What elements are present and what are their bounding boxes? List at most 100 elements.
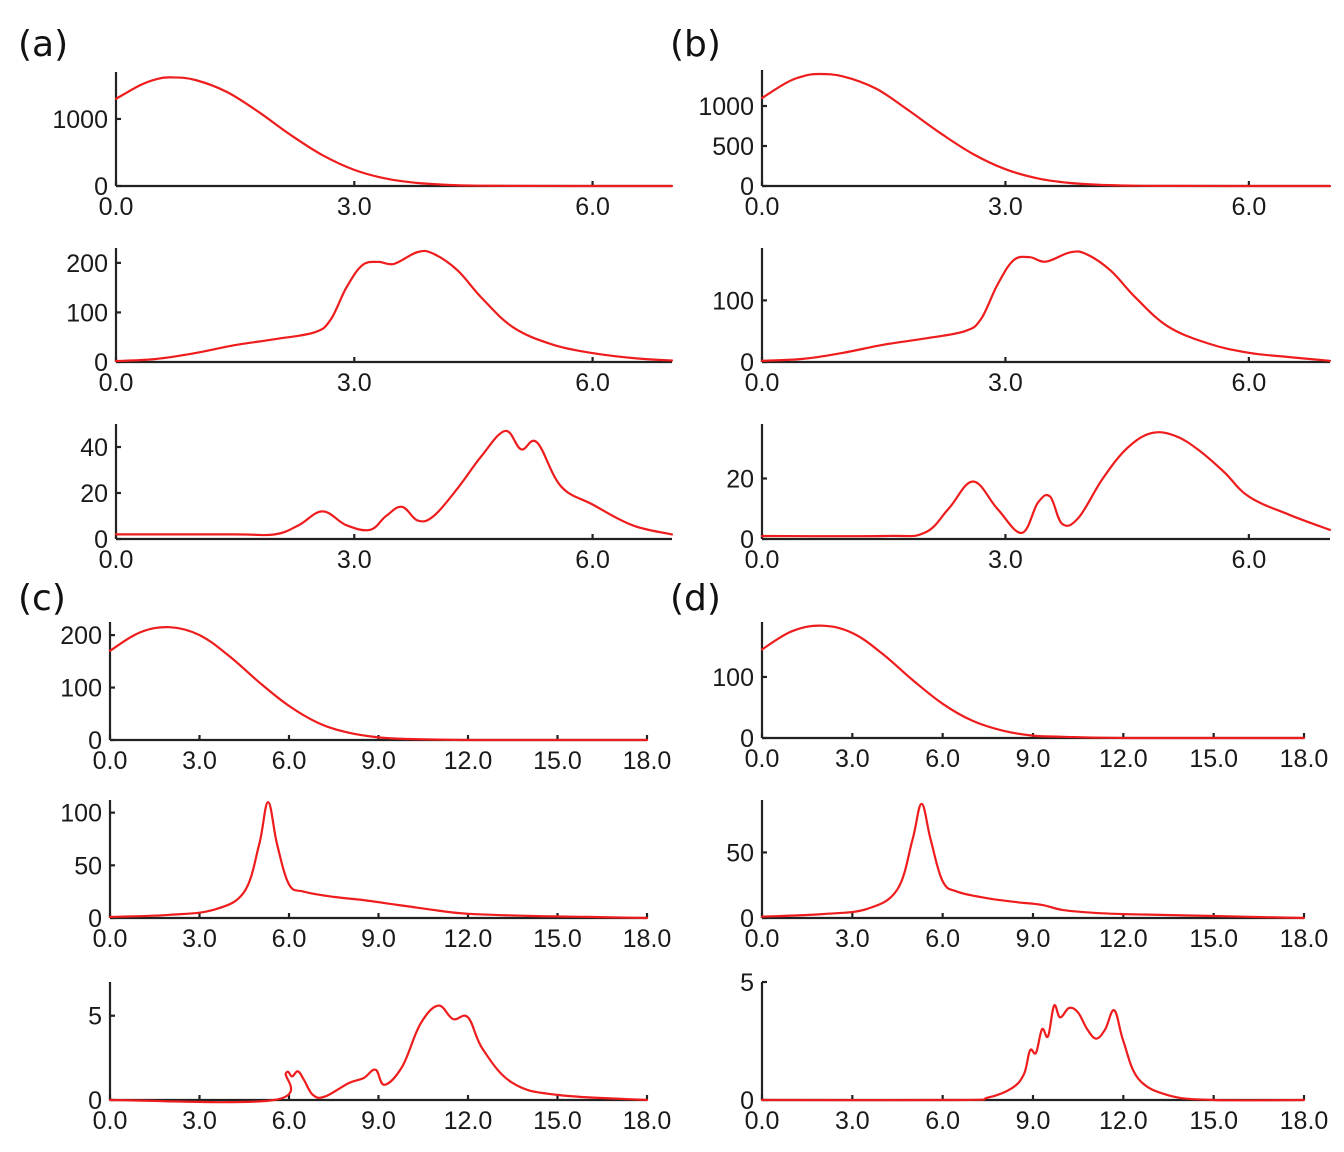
x-tick-label: 0.0 [99, 546, 134, 574]
x-tick-label: 6.0 [272, 1107, 307, 1135]
x-tick-label: 15.0 [533, 747, 582, 775]
x-tick-label: 6.0 [575, 369, 610, 397]
y-tick-label: 0 [94, 173, 108, 201]
x-tick-label: 3.0 [988, 546, 1023, 574]
x-tick-label: 3.0 [182, 925, 217, 953]
subplot-3: 0.0 3.0 6.0 0 20 40 [80, 424, 674, 574]
x-tick-label: 0.0 [745, 369, 780, 397]
series-line-1 [760, 431, 1332, 538]
y-tick-label: 100 [60, 800, 102, 828]
x-tick-label: 18.0 [1280, 1107, 1329, 1135]
x-tick-label: 3.0 [835, 1107, 870, 1135]
x-tick-label: 12.0 [1099, 925, 1148, 953]
y-tick-label: 0 [94, 526, 108, 554]
x-tick-label: 6.0 [925, 1107, 960, 1135]
series-line-1 [114, 429, 674, 537]
y-tick-label: 0 [88, 905, 102, 933]
x-tick-label: 3.0 [182, 747, 217, 775]
subplot-10: 0.0 3.0 6.0 9.0 12.0 15.0 18.0 0 100 [712, 622, 1328, 773]
series-line-1 [760, 250, 1332, 362]
y-tick-label: 0 [740, 905, 754, 933]
x-tick-label: 3.0 [337, 546, 372, 574]
y-tick-label: 1000 [698, 93, 754, 121]
subplot-7: 0.0 3.0 6.0 9.0 12.0 15.0 18.0 0 100 200 [60, 622, 671, 775]
y-tick-label: 40 [80, 434, 108, 462]
x-tick-label: 0.0 [745, 1107, 780, 1135]
y-tick-label: 5 [88, 1003, 102, 1031]
x-tick-label: 15.0 [1189, 745, 1238, 773]
x-tick-label: 12.0 [444, 747, 493, 775]
subplot-4: 0.0 3.0 6.0 0 500 1000 [698, 70, 1332, 221]
series-line-1 [760, 802, 1306, 920]
x-tick-label: 0.0 [93, 925, 128, 953]
x-tick-label: 18.0 [623, 1107, 672, 1135]
x-tick-label: 18.0 [1280, 925, 1329, 953]
x-tick-label: 12.0 [444, 1107, 493, 1135]
y-tick-label: 20 [726, 465, 754, 493]
x-tick-label: 18.0 [623, 747, 672, 775]
y-tick-label: 5 [740, 969, 754, 997]
series-line-1 [760, 1004, 1306, 1102]
x-tick-label: 0.0 [93, 747, 128, 775]
y-tick-label: 100 [60, 675, 102, 703]
x-tick-label: 15.0 [1189, 925, 1238, 953]
subplot-6: 0.0 3.0 6.0 0 20 [726, 424, 1332, 574]
series-line-1 [760, 72, 1332, 188]
x-tick-label: 3.0 [182, 1107, 217, 1135]
y-tick-label: 0 [94, 349, 108, 377]
subplot-2: 0.0 3.0 6.0 0 100 200 [66, 248, 674, 397]
y-tick-label: 100 [712, 287, 754, 315]
subplot-11: 0.0 3.0 6.0 9.0 12.0 15.0 18.0 0 50 [726, 800, 1328, 953]
x-tick-label: 6.0 [575, 193, 610, 221]
subplot-12: 0.0 3.0 6.0 9.0 12.0 15.0 18.0 0 5 [740, 969, 1328, 1135]
x-tick-label: 0.0 [745, 193, 780, 221]
x-tick-label: 3.0 [988, 193, 1023, 221]
x-tick-label: 0.0 [93, 1107, 128, 1135]
subplot-9: 0.0 3.0 6.0 9.0 12.0 15.0 18.0 0 5 [88, 982, 671, 1135]
series-line-1 [108, 801, 649, 920]
x-tick-label: 15.0 [533, 925, 582, 953]
x-tick-label: 0.0 [745, 745, 780, 773]
x-tick-label: 6.0 [925, 745, 960, 773]
y-tick-label: 500 [712, 133, 754, 161]
x-tick-label: 18.0 [623, 925, 672, 953]
x-tick-label: 18.0 [1280, 745, 1329, 773]
y-tick-label: 200 [66, 250, 108, 278]
x-tick-label: 0.0 [99, 369, 134, 397]
x-tick-label: 3.0 [337, 193, 372, 221]
x-tick-label: 9.0 [361, 925, 396, 953]
subplot-5: 0.0 3.0 6.0 0 100 [712, 248, 1332, 397]
y-tick-label: 20 [80, 480, 108, 508]
y-tick-label: 1000 [52, 106, 108, 134]
subplot-8: 0.0 3.0 6.0 9.0 12.0 15.0 18.0 0 50 100 [60, 800, 671, 953]
y-tick-label: 0 [740, 173, 754, 201]
series-line-1 [760, 624, 1306, 740]
y-tick-label: 50 [726, 839, 754, 867]
series-line-1 [114, 249, 674, 363]
y-tick-label: 100 [66, 299, 108, 327]
x-tick-label: 0.0 [745, 925, 780, 953]
x-tick-label: 0.0 [99, 193, 134, 221]
x-tick-label: 15.0 [1189, 1107, 1238, 1135]
x-tick-label: 0.0 [745, 546, 780, 574]
series-line-1 [108, 626, 649, 742]
y-tick-label: 0 [740, 526, 754, 554]
y-tick-label: 0 [740, 725, 754, 753]
x-tick-label: 12.0 [1099, 1107, 1148, 1135]
panel-label-b: (b) [670, 24, 721, 65]
x-tick-label: 6.0 [1231, 546, 1266, 574]
y-tick-label: 100 [712, 664, 754, 692]
x-tick-label: 6.0 [925, 925, 960, 953]
x-tick-label: 6.0 [272, 747, 307, 775]
x-tick-label: 6.0 [1231, 193, 1266, 221]
subplot-1: 0.0 3.0 6.0 0 1000 [52, 72, 674, 221]
x-tick-label: 3.0 [835, 925, 870, 953]
panel-label-d: (d) [670, 578, 721, 619]
x-tick-label: 6.0 [272, 925, 307, 953]
panel-label-a: (a) [18, 24, 68, 65]
y-tick-label: 50 [74, 852, 102, 880]
x-tick-label: 6.0 [575, 546, 610, 574]
x-tick-label: 3.0 [988, 369, 1023, 397]
